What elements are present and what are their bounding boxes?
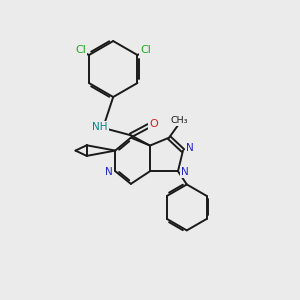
- Text: Cl: Cl: [75, 45, 86, 55]
- Text: N: N: [186, 143, 193, 153]
- Text: Cl: Cl: [140, 45, 151, 55]
- Text: NH: NH: [92, 122, 108, 132]
- Text: O: O: [149, 119, 158, 129]
- Text: N: N: [181, 167, 188, 177]
- Text: CH₃: CH₃: [171, 116, 188, 125]
- Text: N: N: [105, 167, 113, 177]
